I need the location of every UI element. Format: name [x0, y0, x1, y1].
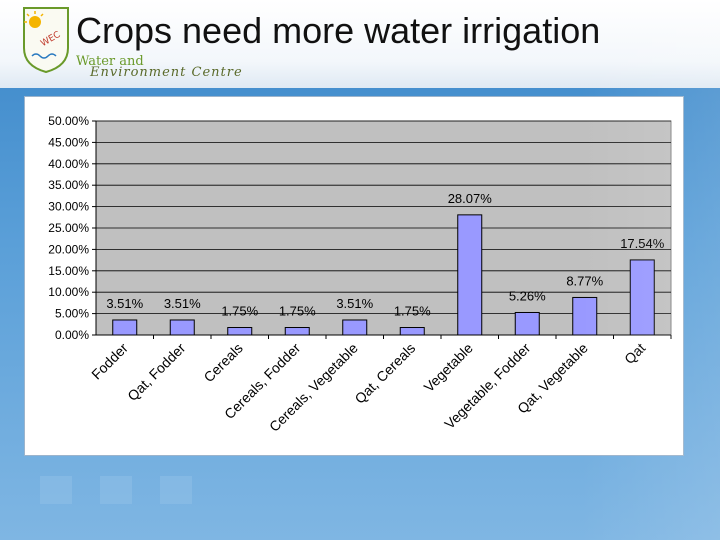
- bar: [457, 214, 483, 336]
- decorative-square: [160, 476, 192, 504]
- data-label: 28.07%: [448, 191, 493, 206]
- chart-container: 0.00% 5.00% 10.00% 15.00% 20.00% 25.00% 30.00%…: [24, 96, 684, 456]
- y-tick-label: 30.00%: [48, 200, 89, 214]
- x-tick-label: Cereals: [200, 340, 245, 385]
- logo-text-water: Water and: [76, 54, 144, 69]
- x-tick-label: Fodder: [88, 340, 131, 383]
- y-tick-label: 20.00%: [48, 242, 89, 256]
- y-tick-label: 50.00%: [48, 114, 89, 128]
- slide-header: WEC Crops need more water irrigation Wat…: [0, 0, 720, 88]
- logo-text-environment: Environment Centre: [90, 65, 243, 80]
- bar-chart: 0.00% 5.00% 10.00% 15.00% 20.00% 25.00% 30.00%…: [48, 114, 672, 435]
- data-label: 3.51%: [164, 296, 201, 311]
- data-label: 3.51%: [336, 296, 373, 311]
- bar: [284, 327, 310, 336]
- x-tick-label: Qat, Cereals: [351, 340, 418, 407]
- x-tick-label: Vegetable: [421, 340, 477, 396]
- background-glow: [580, 0, 720, 540]
- bar: [572, 296, 598, 336]
- y-tick-label: 15.00%: [48, 264, 89, 278]
- slide-title: Crops need more water irrigation: [76, 10, 601, 51]
- y-tick-label: 40.00%: [48, 157, 89, 171]
- data-label: 17.54%: [620, 236, 665, 251]
- y-tick-label: 25.00%: [48, 221, 89, 235]
- y-tick-label: 35.00%: [48, 178, 89, 192]
- bar: [227, 327, 253, 336]
- data-label: 8.77%: [566, 273, 603, 288]
- y-tick-label: 5.00%: [55, 307, 89, 321]
- x-tick-label: Qat, Fodder: [124, 340, 188, 404]
- decorative-square: [100, 476, 132, 504]
- data-label: 1.75%: [279, 304, 316, 319]
- sun-icon: [29, 16, 41, 28]
- y-tick-label: 45.00%: [48, 135, 89, 149]
- y-tick-label: 0.00%: [55, 328, 89, 342]
- decorative-square: [40, 476, 72, 504]
- bar: [169, 319, 195, 336]
- data-label: 1.75%: [221, 304, 258, 319]
- bar: [514, 311, 540, 336]
- wec-logo: WEC: [23, 7, 69, 74]
- y-tick-label: 10.00%: [48, 285, 89, 299]
- bar: [112, 319, 138, 336]
- data-label: 3.51%: [106, 296, 143, 311]
- bar: [399, 327, 425, 336]
- bar: [342, 319, 368, 336]
- data-label: 5.26%: [509, 288, 546, 303]
- water-wave-icon: [31, 53, 57, 59]
- bar: [629, 259, 655, 336]
- data-label: 1.75%: [394, 304, 431, 319]
